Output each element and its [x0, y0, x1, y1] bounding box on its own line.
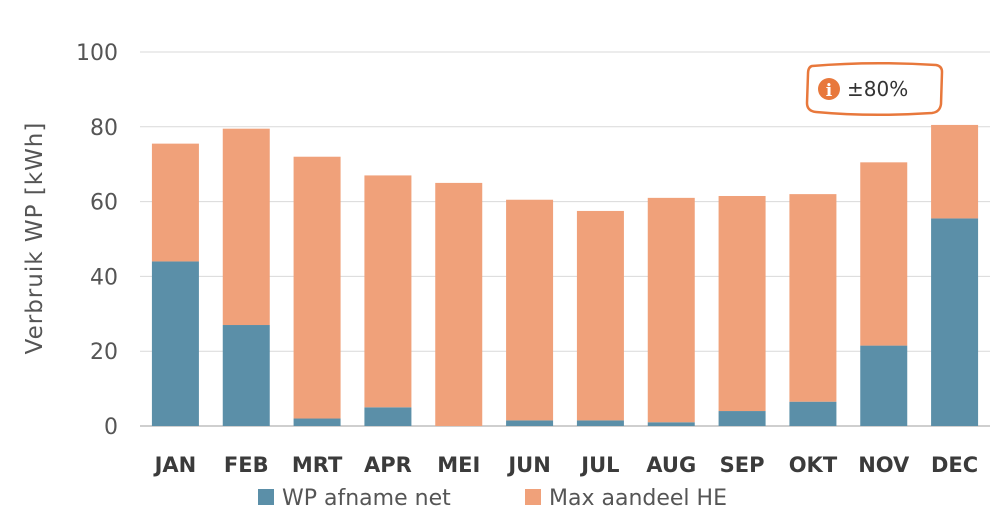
- bar-aug-wp-afname-net: [647, 422, 695, 426]
- bar-jan-max-aandeel-he: [151, 143, 199, 262]
- y-axis-ticks: 0 20 40 60 80 100: [76, 41, 118, 440]
- legend-label-max-aandeel-he: Max aandeel HE: [549, 486, 727, 511]
- bar-apr-max-aandeel-he: [364, 175, 412, 408]
- x-tick-label-aug: AUG: [646, 453, 696, 477]
- y-tick-label-0: 0: [104, 415, 118, 440]
- bar-okt-max-aandeel-he: [789, 194, 837, 402]
- x-tick-label-dec: DEC: [931, 453, 978, 477]
- y-tick-label-80: 80: [90, 116, 118, 141]
- bar-feb-max-aandeel-he: [222, 128, 270, 326]
- bar-jun-max-aandeel-he: [506, 199, 554, 421]
- x-tick-label-nov: NOV: [858, 453, 910, 477]
- x-tick-label-apr: APR: [364, 453, 412, 477]
- annotation-box: i ±80%: [805, 61, 944, 117]
- x-tick-label-okt: OKT: [789, 453, 838, 477]
- bar-aug-max-aandeel-he: [647, 197, 695, 423]
- svg-text:i: i: [826, 81, 833, 101]
- x-tick-label-sep: SEP: [720, 453, 765, 477]
- bar-mrt-max-aandeel-he: [293, 156, 341, 419]
- x-tick-label-jan: JAN: [153, 453, 197, 477]
- bar-sep-max-aandeel-he: [718, 195, 766, 412]
- bar-sep-wp-afname-net: [718, 411, 766, 426]
- x-tick-label-mrt: MRT: [292, 453, 343, 477]
- bar-apr-wp-afname-net: [364, 407, 412, 426]
- y-tick-label-20: 20: [90, 340, 118, 365]
- x-axis-categories: JAN FEB MRT APR MEI JUN JUL AUG SEP OKT NOV DEC: [153, 453, 979, 477]
- annotation-text: ±80%: [847, 77, 908, 101]
- y-tick-label-60: 60: [90, 191, 118, 216]
- bar-jun-wp-afname-net: [506, 420, 554, 426]
- x-tick-label-mei: MEI: [437, 453, 480, 477]
- bar-nov-wp-afname-net: [860, 345, 908, 426]
- legend-swatch-wp-afname-net: [258, 489, 274, 505]
- legend-label-wp-afname-net: WP afname net: [282, 486, 451, 511]
- bar-nov-max-aandeel-he: [860, 162, 908, 346]
- x-tick-label-jun: JUN: [506, 453, 550, 477]
- bars: [151, 124, 979, 426]
- bar-dec-wp-afname-net: [931, 218, 979, 426]
- legend-swatch-max-aandeel-he: [525, 489, 541, 505]
- gridlines: [140, 51, 990, 427]
- bar-jul-wp-afname-net: [576, 420, 624, 426]
- bar-dec-max-aandeel-he: [931, 124, 979, 219]
- y-tick-label-100: 100: [76, 41, 118, 66]
- y-axis-label: Verbruik WP [kWh]: [22, 122, 48, 355]
- bar-feb-wp-afname-net: [222, 325, 270, 426]
- x-tick-label-feb: FEB: [224, 453, 269, 477]
- legend: WP afname net Max aandeel HE: [258, 486, 727, 511]
- y-tick-label-40: 40: [90, 265, 118, 290]
- x-tick-label-jul: JUL: [579, 453, 619, 477]
- bar-jan-wp-afname-net: [151, 261, 199, 426]
- bar-mrt-wp-afname-net: [293, 418, 341, 426]
- info-icon: i: [818, 78, 840, 101]
- bar-mei-max-aandeel-he: [435, 182, 483, 426]
- annotation-frame: [805, 61, 944, 117]
- bar-jul-max-aandeel-he: [576, 210, 624, 421]
- bar-okt-wp-afname-net: [789, 401, 837, 426]
